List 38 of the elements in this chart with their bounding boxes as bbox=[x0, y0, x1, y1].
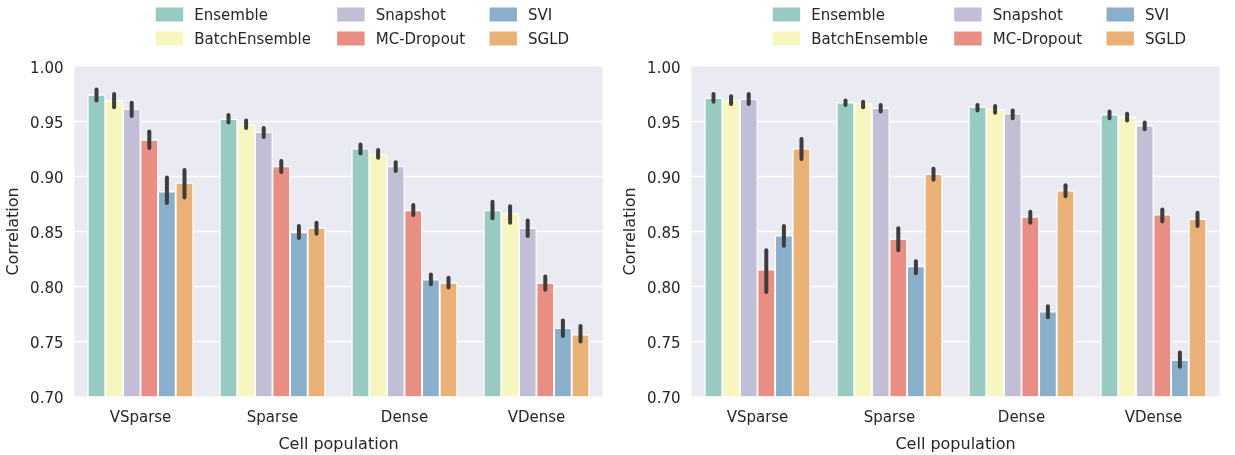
legend-label: SVI bbox=[528, 5, 553, 24]
x-tick-label: VSparse bbox=[726, 407, 789, 426]
legend-label: Snapshot bbox=[992, 5, 1063, 24]
y-tick-label: 0.95 bbox=[30, 113, 64, 132]
legend-label: BatchEnsemble bbox=[811, 29, 928, 48]
y-tick-label: 0.90 bbox=[647, 168, 681, 187]
y-tick-label: 0.75 bbox=[647, 333, 681, 352]
legend-label: BatchEnsemble bbox=[194, 29, 311, 48]
y-tick-label: 1.00 bbox=[30, 58, 64, 77]
legend-label: SGLD bbox=[528, 29, 570, 48]
legend-label: SGLD bbox=[1145, 29, 1187, 48]
y-tick-label: 0.70 bbox=[647, 388, 681, 407]
x-axis-title: Cell population bbox=[278, 433, 399, 453]
y-tick-label: 0.80 bbox=[647, 278, 681, 297]
legend-label: MC-Dropout bbox=[375, 29, 466, 48]
legend-label: Snapshot bbox=[375, 5, 446, 24]
legend-label: SVI bbox=[1145, 5, 1170, 24]
y-tick-label: 0.85 bbox=[647, 223, 681, 242]
x-tick-label: Dense bbox=[997, 407, 1046, 426]
x-tick-label: VDense bbox=[1124, 407, 1183, 426]
y-tick-label: 0.75 bbox=[30, 333, 64, 352]
legend-label: MC-Dropout bbox=[992, 29, 1083, 48]
y-tick-label: 0.70 bbox=[30, 388, 64, 407]
legend-label: Ensemble bbox=[811, 5, 885, 24]
y-tick-label: 0.90 bbox=[30, 168, 64, 187]
x-tick-label: Dense bbox=[380, 407, 429, 426]
y-tick-label: 0.95 bbox=[647, 113, 681, 132]
y-axis-title: Correlation bbox=[620, 187, 640, 276]
y-tick-label: 0.80 bbox=[30, 278, 64, 297]
x-tick-label: VDense bbox=[507, 407, 566, 426]
x-tick-label: VSparse bbox=[109, 407, 172, 426]
legend-label: Ensemble bbox=[194, 5, 268, 24]
y-tick-label: 1.00 bbox=[647, 58, 681, 77]
x-tick-label: Sparse bbox=[246, 407, 299, 426]
x-tick-label: Sparse bbox=[863, 407, 916, 426]
y-axis-title: Correlation bbox=[3, 187, 23, 276]
y-tick-label: 0.85 bbox=[30, 223, 64, 242]
x-axis-title: Cell population bbox=[895, 433, 1016, 453]
